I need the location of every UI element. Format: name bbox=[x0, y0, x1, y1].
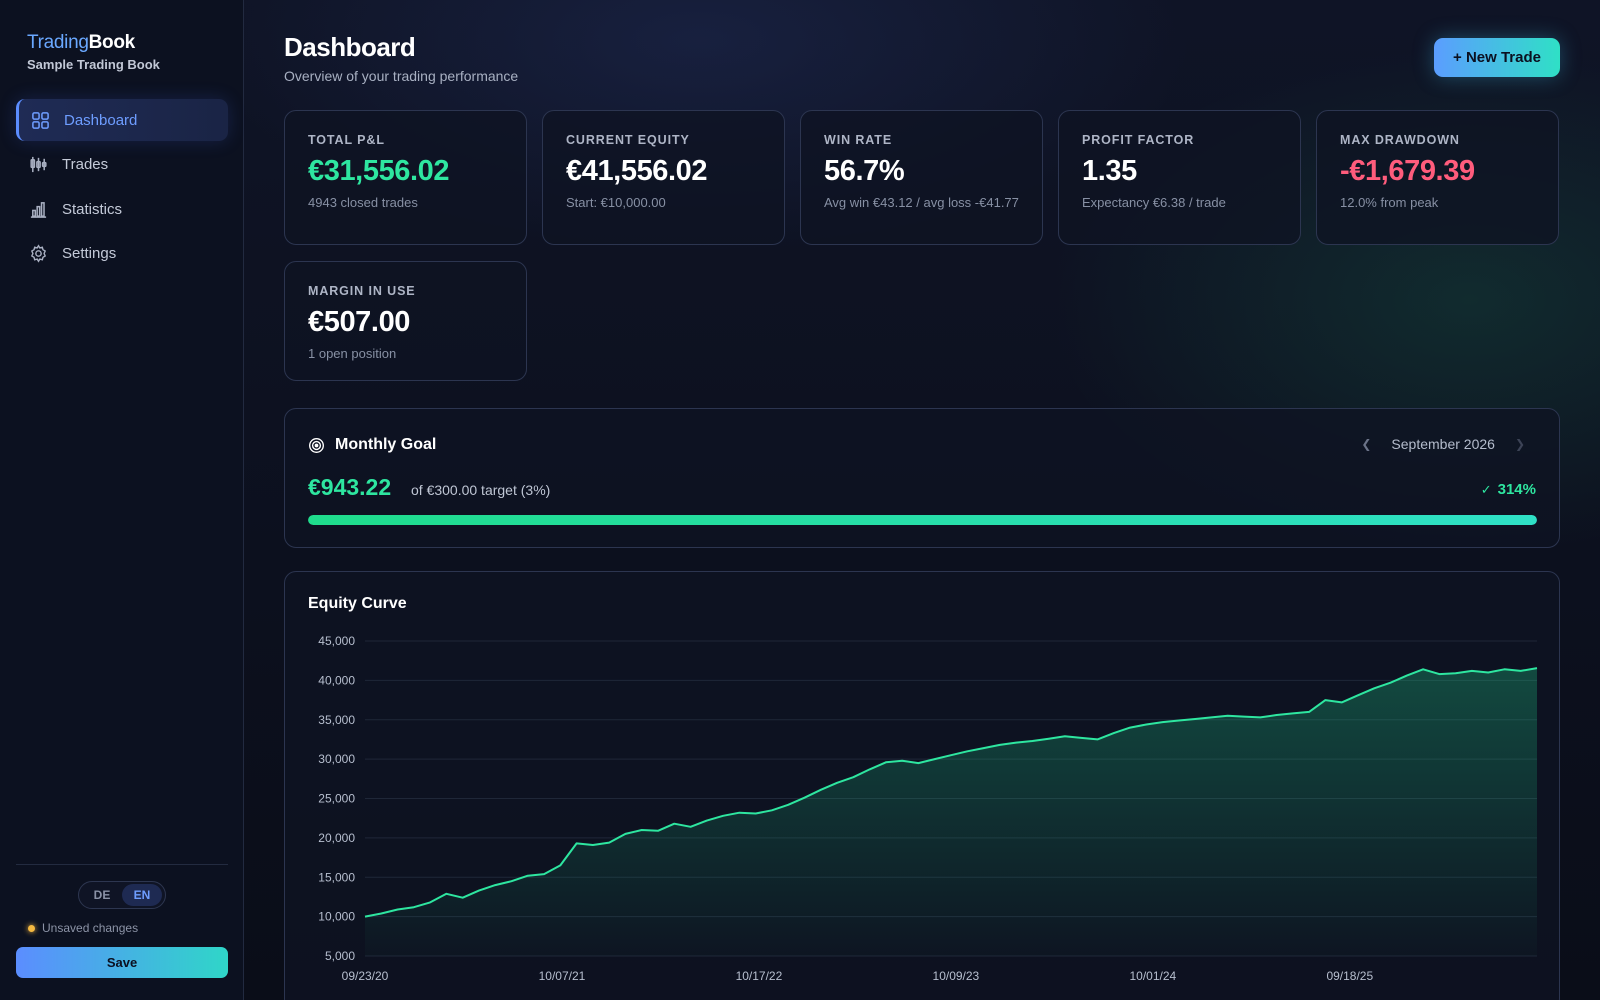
sidebar-item-label: Settings bbox=[62, 245, 117, 262]
x-tick-label: 09/23/20 bbox=[342, 969, 389, 983]
y-tick-label: 30,000 bbox=[318, 752, 355, 766]
sidebar-item-dashboard[interactable]: Dashboard bbox=[16, 99, 228, 141]
kpi-profit-factor: PROFIT FACTOR 1.35 Expectancy €6.38 / tr… bbox=[1058, 110, 1301, 245]
y-tick-label: 5,000 bbox=[325, 949, 355, 963]
monthly-goal-card: Monthly Goal ❮ September 2026 ❯ €943.22 … bbox=[284, 408, 1560, 548]
sidebar-divider bbox=[16, 864, 228, 865]
page-subtitle: Overview of your trading performance bbox=[284, 68, 519, 84]
warning-dot-icon bbox=[28, 924, 35, 932]
sidebar-item-settings[interactable]: Settings bbox=[16, 233, 228, 275]
goal-progress-bar bbox=[308, 515, 1537, 525]
kpi-sub: Expectancy €6.38 / trade bbox=[1082, 195, 1226, 210]
kpi-sub: 1 open position bbox=[308, 346, 397, 361]
y-tick-label: 40,000 bbox=[318, 673, 355, 687]
target-icon bbox=[309, 437, 324, 453]
chevron-right-icon[interactable]: ❯ bbox=[1514, 437, 1525, 451]
goal-target: of €300.00 target (3%) bbox=[411, 482, 551, 498]
x-tick-label: 09/18/25 bbox=[1326, 969, 1373, 983]
kpi-label: CURRENT EQUITY bbox=[566, 133, 690, 147]
kpi-label: MARGIN IN USE bbox=[308, 284, 416, 298]
kpi-value: 1.35 bbox=[1082, 155, 1137, 187]
kpi-current-equity: CURRENT EQUITY €41,556.02 Start: €10,000… bbox=[542, 110, 785, 245]
gear-icon bbox=[28, 244, 48, 264]
goal-percent: ✓ 314% bbox=[1481, 481, 1536, 498]
brand-part-1: Trading bbox=[27, 32, 89, 53]
save-button[interactable]: Save bbox=[16, 947, 228, 978]
check-icon: ✓ bbox=[1480, 481, 1492, 497]
equity-chart: 5,000 10,000 15,000 20,000 25,000 30,000 35,00… bbox=[318, 634, 1538, 983]
goal-header: Monthly Goal bbox=[308, 436, 436, 454]
kpi-sub: 12.0% from peak bbox=[1340, 195, 1439, 210]
kpi-value: €31,556.02 bbox=[308, 155, 450, 187]
language-switch: DE EN bbox=[78, 881, 166, 909]
kpi-value: €41,556.02 bbox=[566, 155, 708, 187]
candlestick-icon bbox=[28, 155, 48, 175]
goal-title: Monthly Goal bbox=[335, 436, 437, 453]
y-tick-label: 15,000 bbox=[318, 870, 355, 884]
y-tick-label: 10,000 bbox=[318, 910, 355, 924]
unsaved-text: Unsaved changes bbox=[42, 921, 139, 935]
chevron-left-icon[interactable]: ❮ bbox=[1361, 437, 1372, 451]
new-trade-button[interactable]: + New Trade bbox=[1434, 38, 1560, 77]
brand-logo[interactable]: TradingBook bbox=[27, 32, 135, 54]
equity-curve-card: Equity Curve 5,000 10,000 15,000 20,000 25,0… bbox=[284, 571, 1560, 1000]
kpi-win-rate: WIN RATE 56.7% Avg win €43.12 / avg loss… bbox=[800, 110, 1043, 245]
page-title: Dashboard bbox=[284, 32, 416, 62]
y-tick-label: 25,000 bbox=[318, 792, 355, 806]
book-name: Sample Trading Book bbox=[27, 57, 160, 72]
sidebar-item-statistics[interactable]: Statistics bbox=[16, 188, 228, 230]
kpi-sub: 4943 closed trades bbox=[308, 195, 418, 210]
lang-de-option[interactable]: DE bbox=[93, 888, 111, 902]
main-content: Dashboard Overview of your trading perfo… bbox=[244, 0, 1600, 1000]
brand-part-2: Book bbox=[88, 32, 136, 53]
kpi-label: PROFIT FACTOR bbox=[1082, 133, 1195, 147]
month-label: September 2026 bbox=[1391, 436, 1495, 452]
sidebar-item-label: Dashboard bbox=[64, 111, 138, 129]
kpi-margin-in-use: MARGIN IN USE €507.00 1 open position bbox=[284, 261, 527, 381]
x-tick-label: 10/09/23 bbox=[933, 969, 980, 983]
grid-icon bbox=[30, 110, 50, 130]
y-tick-label: 35,000 bbox=[318, 713, 355, 727]
x-tick-label: 10/17/22 bbox=[736, 969, 783, 983]
sidebar-item-label: Statistics bbox=[62, 200, 123, 218]
x-tick-label: 10/01/24 bbox=[1129, 969, 1176, 983]
goal-percent-value: 314% bbox=[1497, 481, 1536, 498]
sidebar: TradingBook Sample Trading Book Dashboar… bbox=[0, 0, 244, 1000]
sidebar-nav: Dashboard Trades Statistics Settings bbox=[16, 99, 228, 277]
kpi-value: -€1,679.39 bbox=[1340, 155, 1475, 187]
kpi-sub: Start: €10,000.00 bbox=[566, 195, 666, 210]
kpi-value: 56.7% bbox=[824, 155, 905, 187]
kpi-max-drawdown: MAX DRAWDOWN -€1,679.39 12.0% from peak bbox=[1316, 110, 1559, 245]
equity-area bbox=[365, 668, 1537, 956]
kpi-sub: Avg win €43.12 / avg loss -€41.77 bbox=[824, 195, 1019, 210]
goal-progress-fill bbox=[308, 515, 1537, 525]
bar-chart-icon bbox=[28, 199, 48, 219]
kpi-value: €507.00 bbox=[308, 306, 411, 338]
equity-line bbox=[364, 667, 1538, 918]
y-tick-label: 45,000 bbox=[318, 634, 355, 648]
goal-amount: €943.22 bbox=[308, 474, 392, 500]
kpi-total-pnl: TOTAL P&L €31,556.02 4943 closed trades bbox=[284, 110, 527, 245]
kpi-label: WIN RATE bbox=[824, 133, 893, 147]
month-selector: ❮ September 2026 ❯ bbox=[1355, 436, 1531, 452]
unsaved-indicator: Unsaved changes bbox=[28, 921, 138, 935]
x-tick-label: 10/07/21 bbox=[539, 969, 586, 983]
sidebar-item-label: Trades bbox=[62, 156, 109, 173]
chart-title: Equity Curve bbox=[308, 595, 407, 612]
kpi-label: MAX DRAWDOWN bbox=[1340, 133, 1460, 147]
y-tick-label: 20,000 bbox=[318, 831, 355, 845]
kpi-label: TOTAL P&L bbox=[308, 133, 385, 147]
sidebar-item-trades[interactable]: Trades bbox=[16, 144, 228, 186]
lang-en-option[interactable]: EN bbox=[122, 884, 162, 906]
